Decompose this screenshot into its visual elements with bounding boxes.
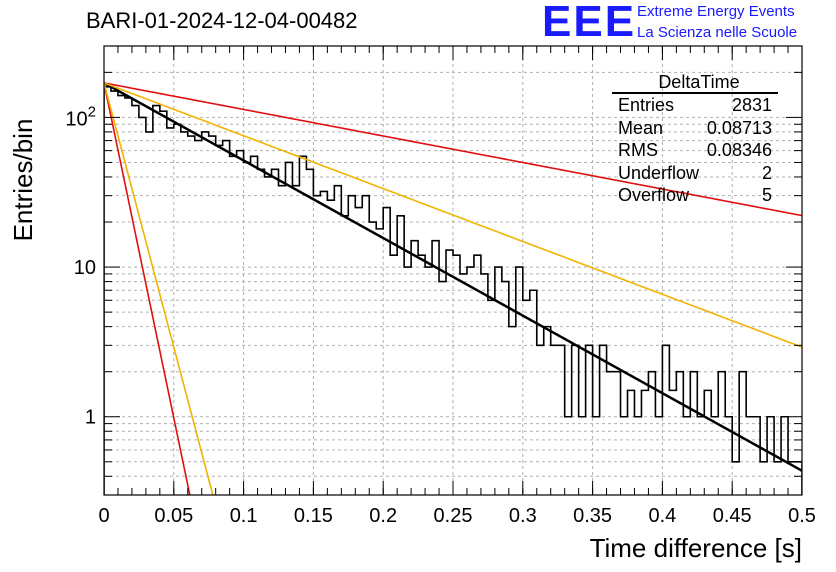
stats-value: 0.08346 <box>706 140 772 160</box>
stats-box-title: DeltaTime <box>612 72 778 94</box>
stats-value: 5 <box>761 185 772 205</box>
stats-label: Entries <box>618 95 675 115</box>
grid-lines <box>104 45 802 496</box>
x-tick-label: 0.05 <box>154 505 193 527</box>
stats-row-rms: RMS 0.08346 <box>612 139 778 162</box>
ticks-layer <box>103 45 803 496</box>
curves-layer <box>104 81 802 495</box>
y-tick-label: 102 <box>65 103 96 130</box>
curve-upper-slow <box>104 82 802 217</box>
stats-label: Underflow <box>618 162 700 183</box>
x-tick-label: 0 <box>98 505 109 527</box>
stats-label: Overflow <box>618 185 690 205</box>
stats-value: 2 <box>761 162 772 183</box>
x-tick-label: 0.1 <box>230 505 258 527</box>
stats-value: 0.08713 <box>706 117 772 138</box>
stats-label: Mean <box>618 117 664 138</box>
y-tick-label: 10 <box>74 257 96 279</box>
stats-row-underflow: Underflow 2 <box>612 162 778 185</box>
eee-logo: EEE <box>542 0 637 46</box>
x-axis-label: Time difference [s] <box>589 533 802 563</box>
stats-row-entries: Entries 2831 <box>612 94 778 117</box>
curve-upper-fast <box>104 82 191 495</box>
x-tick-label: 0.5 <box>788 505 816 527</box>
curve-lower-fast <box>104 82 214 495</box>
stats-row-mean: Mean 0.08713 <box>612 117 778 140</box>
x-tick-label: 0.4 <box>648 505 676 527</box>
x-tick-label: 0.25 <box>434 505 473 527</box>
curve-lower-slow <box>104 82 802 348</box>
x-tick-label: 0.15 <box>294 505 333 527</box>
logo-tagline-2: La Scienza nelle Scuole <box>637 24 798 41</box>
x-tick-label: 0.35 <box>573 505 612 527</box>
stats-box: DeltaTime Entries 2831 Mean 0.08713 RMS … <box>612 72 778 207</box>
chart-title: BARI-01-2024-12-04-00482 <box>86 8 358 33</box>
x-tick-label: 0.2 <box>369 505 397 527</box>
stats-label: RMS <box>618 140 658 160</box>
y-tick-label: 1 <box>85 407 96 429</box>
logo-tagline-1: Extreme Energy Events <box>637 3 795 20</box>
tick-labels-layer: 0 0.05 0.1 0.15 0.2 0.25 0.3 0.35 0.4 0.45 0.5 1 10 1… <box>65 103 816 527</box>
stats-row-overflow: Overflow 5 <box>612 184 778 207</box>
y-axis-label: Entries/bin <box>8 118 38 242</box>
x-tick-label: 0.45 <box>713 505 752 527</box>
x-tick-label: 0.3 <box>509 505 537 527</box>
curve-fit <box>104 81 802 472</box>
stats-value: 2831 <box>731 95 772 115</box>
